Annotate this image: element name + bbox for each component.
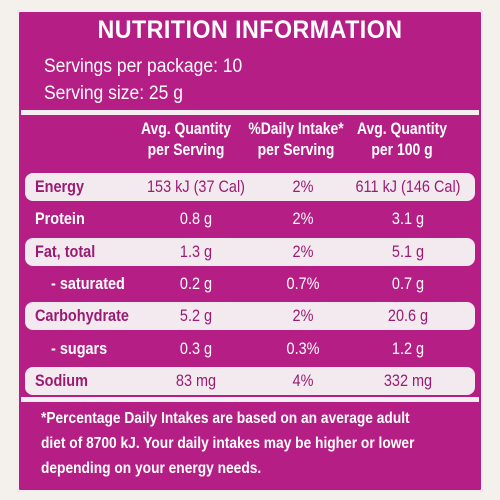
- top-divider: [21, 110, 479, 115]
- daily-intake-value: 0.3%: [286, 339, 320, 358]
- per-100g-value: 611 kJ (146 Cal): [355, 177, 461, 196]
- footnote-line: depending on your energy needs.: [41, 460, 262, 477]
- nutrient-label: Carbohydrate: [35, 306, 129, 325]
- per-serving-value: 153 kJ (37 Cal): [147, 177, 245, 196]
- col-header-per-100g: Avg. Quantity per 100 g: [349, 118, 456, 160]
- per-100g-value: 5.1 g: [391, 242, 425, 261]
- per-serving-value: 1.3 g: [179, 242, 213, 261]
- nutrient-label: - saturated: [51, 274, 125, 293]
- nutrient-label: Energy: [35, 177, 84, 196]
- footnote-line: *Percentage Daily Intakes are based on a…: [41, 410, 410, 427]
- per-100g-value: 3.1 g: [391, 209, 425, 228]
- panel-title: NUTRITION INFORMATION: [97, 16, 403, 44]
- bottom-divider: [21, 397, 479, 402]
- per-serving-value: 5.2 g: [179, 306, 213, 325]
- nutrient-label: Protein: [35, 209, 85, 228]
- col-header-per-serving-line2: per Serving: [147, 140, 225, 159]
- servings-per-package: Servings per package: 10: [44, 56, 243, 77]
- row-carbohydrate: Carbohydrate 5.2 g 2% 20.6 g: [25, 302, 475, 330]
- nutrition-panel: NUTRITION INFORMATION Servings per packa…: [17, 10, 483, 492]
- daily-intake-value: 2%: [292, 242, 314, 261]
- daily-intake-value: 2%: [292, 306, 314, 325]
- per-100g-value: 0.7 g: [391, 274, 425, 293]
- per-serving-value: 0.3 g: [179, 339, 213, 358]
- col-header-per-serving: Avg. Quantity per Serving: [133, 118, 240, 160]
- per-100g-value: 20.6 g: [387, 306, 429, 325]
- row-protein: Protein 0.8 g 2% 3.1 g: [25, 205, 475, 233]
- nutrient-label: Sodium: [35, 371, 88, 390]
- per-serving-value: 83 mg: [175, 371, 217, 390]
- col-header-per-serving-line1: Avg. Quantity: [140, 119, 232, 138]
- per-100g-value: 332 mg: [383, 371, 433, 390]
- col-header-daily-intake: %Daily Intake* per Serving: [243, 118, 350, 160]
- col-header-per-100g-line1: Avg. Quantity: [356, 119, 448, 138]
- per-serving-value: 0.8 g: [179, 209, 213, 228]
- row-fat-total: Fat, total 1.3 g 2% 5.1 g: [25, 238, 475, 266]
- daily-intake-value: 2%: [292, 177, 314, 196]
- row-saturated: - saturated 0.2 g 0.7% 0.7 g: [25, 270, 475, 298]
- col-header-daily-intake-line2: per Serving: [257, 140, 335, 159]
- nutrient-label: Fat, total: [35, 242, 96, 261]
- col-header-per-100g-line2: per 100 g: [371, 140, 433, 159]
- per-100g-value: 1.2 g: [391, 339, 425, 358]
- col-header-daily-intake-line1: %Daily Intake*: [248, 119, 344, 138]
- serving-size: Serving size: 25 g: [44, 83, 183, 104]
- row-sodium: Sodium 83 mg 4% 332 mg: [25, 367, 475, 395]
- footnote-line: diet of 8700 kJ. Your daily intakes may …: [41, 435, 415, 452]
- row-energy: Energy 153 kJ (37 Cal) 2% 611 kJ (146 Ca…: [25, 173, 475, 201]
- nutrient-label: - sugars: [51, 339, 108, 358]
- daily-intake-value: 2%: [292, 209, 314, 228]
- row-sugars: - sugars 0.3 g 0.3% 1.2 g: [25, 335, 475, 363]
- daily-intake-value: 4%: [292, 371, 314, 390]
- per-serving-value: 0.2 g: [179, 274, 213, 293]
- daily-intake-footnote: *Percentage Daily Intakes are based on a…: [41, 406, 481, 481]
- daily-intake-value: 0.7%: [286, 274, 320, 293]
